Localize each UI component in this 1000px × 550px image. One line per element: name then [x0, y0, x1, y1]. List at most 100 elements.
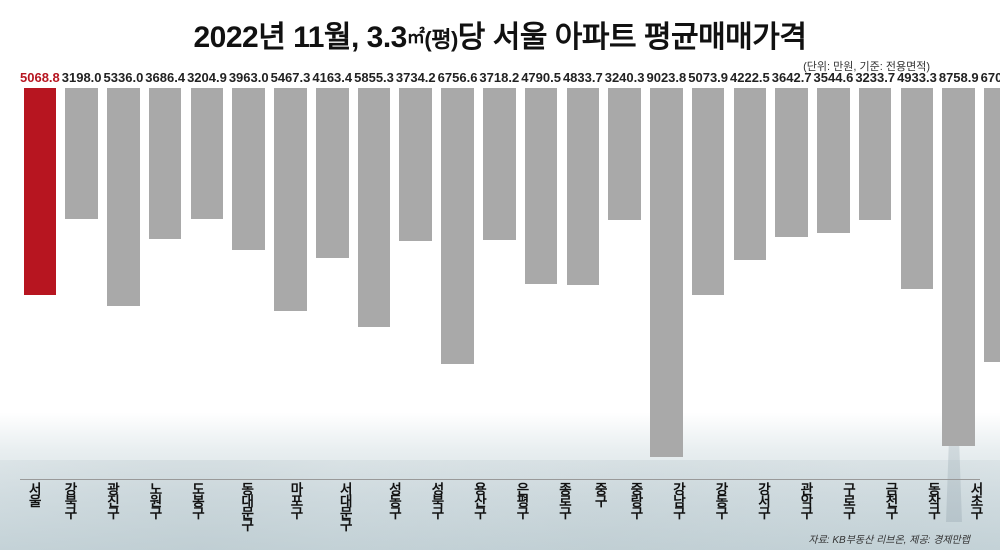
- x-axis: 서울강북구광진구노원구도봉구동대문구마포구서대문구성동구성북구용산구은평구종로구…: [20, 482, 980, 530]
- bar: [942, 88, 975, 446]
- x-axis-label: 금천구: [870, 482, 911, 530]
- bar: [859, 88, 892, 220]
- bar: [525, 88, 558, 284]
- bar-column: 4163.4: [312, 70, 352, 479]
- bar-value-label: 3734.2: [396, 70, 436, 85]
- bar-chart: 5068.83198.05336.03686.43204.93963.05467…: [20, 70, 980, 480]
- bar: [441, 88, 474, 364]
- x-axis-label: 용산구: [459, 482, 500, 530]
- bar-value-label: 3198.0: [62, 70, 102, 85]
- bar: [65, 88, 98, 219]
- x-axis-label: 종로구: [544, 482, 585, 530]
- bar-value-label: 3686.4: [145, 70, 185, 85]
- x-axis-label: 광진구: [92, 482, 133, 530]
- bar-value-label: 5068.8: [20, 70, 60, 85]
- x-axis-label: 강남구: [658, 482, 699, 530]
- title-prefix: 2022년 11월, 3.3: [194, 21, 407, 54]
- bar: [316, 88, 349, 258]
- x-axis-label: 성동구: [374, 482, 415, 530]
- chart-container: 2022년 11월, 3.3㎡(평)당 서울 아파트 평균매매가격 (단위: 만…: [0, 0, 1000, 550]
- bar: [191, 88, 224, 219]
- bar: [483, 88, 516, 240]
- title-superscript: ㎡: [407, 27, 425, 47]
- bar-highlight: [24, 88, 57, 295]
- title-suffix: 당 서울 아파트 평균매매가격: [458, 21, 807, 54]
- bar-value-label: 3204.9: [187, 70, 227, 85]
- x-axis-label: 중구: [586, 482, 613, 530]
- bar: [650, 88, 683, 457]
- bar-value-label: 5855.3: [354, 70, 394, 85]
- chart-source: 자료: KB부동산 리브온, 제공: 경제만랩: [808, 531, 970, 546]
- bar-value-label: 9023.8: [646, 70, 686, 85]
- x-axis-label: 은평구: [501, 482, 542, 530]
- x-axis-label: 동작구: [913, 482, 954, 530]
- bar-value-label: 3642.7: [772, 70, 812, 85]
- bar-column: 3544.6: [814, 70, 854, 479]
- bar-column: 3686.4: [145, 70, 185, 479]
- bar-column: 6700.4: [981, 70, 1000, 479]
- bar: [984, 88, 1000, 362]
- bar: [734, 88, 767, 260]
- bar-value-label: 8758.9: [939, 70, 979, 85]
- bar-value-label: 5467.3: [271, 70, 311, 85]
- bar-value-label: 6700.4: [981, 70, 1000, 85]
- bar-value-label: 3963.0: [229, 70, 269, 85]
- bar-value-label: 4933.3: [897, 70, 937, 85]
- bar-column: 6756.6: [438, 70, 478, 479]
- bar-value-label: 6756.6: [438, 70, 478, 85]
- bar: [232, 88, 265, 250]
- bar: [775, 88, 808, 237]
- bar-value-label: 3718.2: [479, 70, 519, 85]
- x-axis-label: 성북구: [416, 482, 457, 530]
- x-axis-label: 노원구: [134, 482, 175, 530]
- bar-value-label: 4163.4: [312, 70, 352, 85]
- bar-column: 3204.9: [187, 70, 227, 479]
- bar: [567, 88, 600, 285]
- bar: [149, 88, 182, 239]
- bar-value-label: 5073.9: [688, 70, 728, 85]
- bar-column: 4222.5: [730, 70, 770, 479]
- x-axis-label: 강동구: [700, 482, 741, 530]
- x-axis-label: 서울: [20, 482, 47, 530]
- bar-value-label: 4833.7: [563, 70, 603, 85]
- bar-column: 3198.0: [62, 70, 102, 479]
- bar-value-label: 3544.6: [814, 70, 854, 85]
- x-axis-label: 강북구: [49, 482, 90, 530]
- x-axis-label: 관악구: [785, 482, 826, 530]
- bar-column: 4790.5: [521, 70, 561, 479]
- x-axis-label: 서초구: [955, 482, 996, 530]
- bar-column: 5336.0: [104, 70, 144, 479]
- bar-value-label: 3233.7: [855, 70, 895, 85]
- bar: [692, 88, 725, 295]
- bar-value-label: 5336.0: [104, 70, 144, 85]
- bar-column: 5855.3: [354, 70, 394, 479]
- title-paren: (평): [424, 27, 457, 52]
- x-axis-label: 중랑구: [615, 482, 656, 530]
- bar-value-label: 3240.3: [605, 70, 645, 85]
- bar: [399, 88, 432, 241]
- bar-column: 3963.0: [229, 70, 269, 479]
- bar-column: 4933.3: [897, 70, 937, 479]
- chart-title: 2022년 11월, 3.3㎡(평)당 서울 아파트 평균매매가격: [0, 0, 1000, 56]
- x-axis-label: 서대문구: [318, 482, 372, 530]
- x-axis-label: 동대문구: [219, 482, 273, 530]
- bar-value-label: 4222.5: [730, 70, 770, 85]
- bar-column: 5467.3: [271, 70, 311, 479]
- bar: [901, 88, 934, 289]
- bar: [107, 88, 140, 306]
- x-axis-label: 도봉구: [177, 482, 218, 530]
- bar-column: 3240.3: [605, 70, 645, 479]
- bar-column: 9023.8: [646, 70, 686, 479]
- bar: [358, 88, 391, 327]
- bar-column: 4833.7: [563, 70, 603, 479]
- bar-column: 5068.8: [20, 70, 60, 479]
- bar-column: 3718.2: [479, 70, 519, 479]
- bar-column: 8758.9: [939, 70, 979, 479]
- bar-column: 3233.7: [855, 70, 895, 479]
- bar-column: 5073.9: [688, 70, 728, 479]
- x-axis-label: 구로구: [828, 482, 869, 530]
- bar: [274, 88, 307, 311]
- bar-column: 3734.2: [396, 70, 436, 479]
- bar-value-label: 4790.5: [521, 70, 561, 85]
- bar-column: 3642.7: [772, 70, 812, 479]
